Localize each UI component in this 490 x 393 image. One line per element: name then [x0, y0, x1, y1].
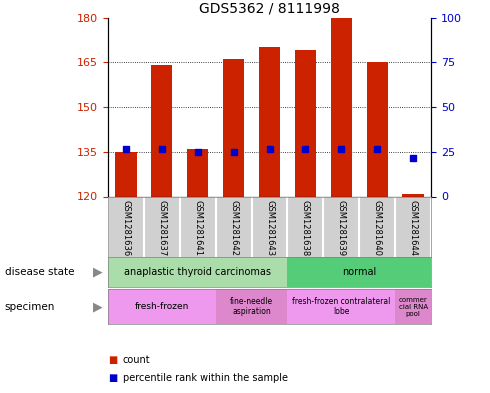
Text: GSM1281641: GSM1281641	[193, 200, 202, 255]
Text: ■: ■	[108, 355, 117, 365]
Text: GSM1281642: GSM1281642	[229, 200, 238, 255]
Text: percentile rank within the sample: percentile rank within the sample	[122, 373, 288, 383]
Text: ▶: ▶	[93, 300, 103, 313]
Text: normal: normal	[342, 267, 376, 277]
Text: commer
cial RNA
pool: commer cial RNA pool	[399, 297, 428, 316]
Text: GSM1281640: GSM1281640	[373, 200, 382, 255]
Text: fine-needle
aspiration: fine-needle aspiration	[230, 297, 273, 316]
Text: count: count	[122, 355, 150, 365]
Bar	[151, 65, 172, 196]
Bar	[259, 48, 280, 196]
Title: GDS5362 / 8111998: GDS5362 / 8111998	[199, 1, 340, 15]
Text: fresh-frozen contralateral
lobe: fresh-frozen contralateral lobe	[292, 297, 391, 316]
Text: GSM1281638: GSM1281638	[301, 200, 310, 256]
Text: ■: ■	[108, 373, 117, 383]
Text: fresh-frozen: fresh-frozen	[135, 302, 189, 311]
Text: ▶: ▶	[93, 266, 103, 279]
Text: GSM1281644: GSM1281644	[409, 200, 418, 255]
Bar	[288, 289, 395, 324]
Bar	[367, 62, 388, 196]
Text: specimen: specimen	[5, 301, 55, 312]
Bar	[187, 149, 208, 196]
Bar	[223, 59, 245, 196]
Bar	[288, 257, 431, 287]
Text: anaplastic thyroid carcinomas: anaplastic thyroid carcinomas	[124, 267, 271, 277]
Text: GSM1281636: GSM1281636	[121, 200, 130, 256]
Text: GSM1281643: GSM1281643	[265, 200, 274, 256]
Bar	[294, 50, 316, 196]
Text: GSM1281639: GSM1281639	[337, 200, 346, 256]
Bar	[108, 257, 288, 287]
Bar	[115, 152, 137, 196]
Bar	[108, 289, 216, 324]
Text: disease state: disease state	[5, 267, 74, 277]
Bar	[216, 289, 288, 324]
Bar	[402, 193, 424, 196]
Text: GSM1281637: GSM1281637	[157, 200, 166, 256]
Bar	[395, 289, 431, 324]
Bar	[331, 18, 352, 196]
